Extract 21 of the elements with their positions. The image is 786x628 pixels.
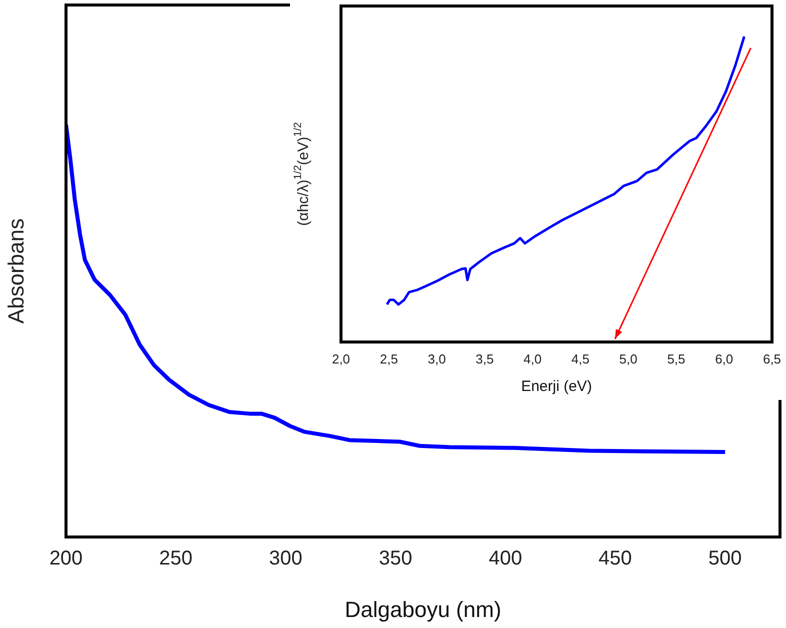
x-tick-label: 6,5 xyxy=(762,351,782,366)
x-tick-label: 2,0 xyxy=(332,351,350,366)
x-tick-label: 5,5 xyxy=(667,351,686,366)
x-tick-label: 3,5 xyxy=(476,351,494,366)
x-tick-label: 4,5 xyxy=(571,351,590,366)
x-tick-label: 250 xyxy=(159,548,193,570)
x-tick-label: 500 xyxy=(708,548,742,570)
x-tick-label: 400 xyxy=(488,548,522,570)
x-axis-title: Dalgaboyu (nm) xyxy=(344,596,502,622)
x-tick-label: 300 xyxy=(269,548,302,570)
x-tick-label: 5,0 xyxy=(619,351,638,366)
y-axis-title: (αhc/λ)1/2(eV)1/2 xyxy=(292,122,312,226)
x-tick-label: 200 xyxy=(49,548,83,570)
y-axis-title: Absorbans xyxy=(3,218,28,324)
x-axis-title: Enerji (eV) xyxy=(521,378,592,396)
x-tick-label: 4,0 xyxy=(524,351,542,366)
x-tick-label: 3,0 xyxy=(428,351,446,366)
x-tick-label: 2,5 xyxy=(380,351,398,366)
x-tick-label: 6,0 xyxy=(715,351,734,366)
x-tick-label: 450 xyxy=(598,548,632,570)
x-tick-label: 350 xyxy=(378,548,412,570)
